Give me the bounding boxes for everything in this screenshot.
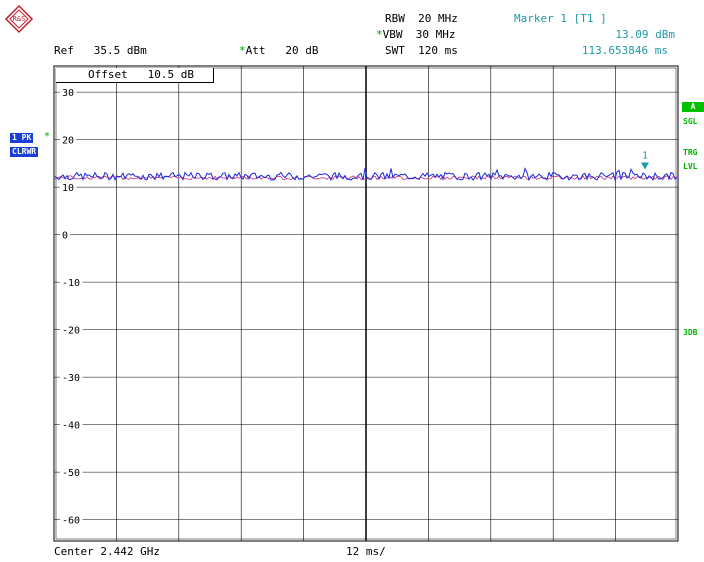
y-tick-label-bg [60, 467, 83, 478]
y-tick-label: -20 [62, 326, 80, 337]
offset-box [56, 68, 214, 83]
y-tick-label-bg [60, 229, 71, 240]
swt-value: 120 ms [418, 44, 458, 57]
y-tick-label-bg [60, 277, 83, 288]
marker-title: Marker 1 [T1 ] [514, 12, 607, 25]
logo-text: R&S [13, 15, 26, 23]
marker-number: 1 [642, 150, 648, 161]
y-tick-label: 10 [62, 183, 74, 194]
ref-label: Ref [54, 44, 74, 57]
trace-2 [54, 174, 678, 181]
trace-detector-tag[interactable]: 1 PK [10, 133, 34, 143]
swt-readout: SWT 120 ms [385, 44, 458, 57]
marker-level: 13.09 dBm [615, 28, 675, 41]
y-tick-label-bg [60, 87, 77, 98]
y-tick-label: 30 [62, 88, 74, 99]
rs-logo: R&S [4, 4, 34, 34]
vbw-readout: *VBW 30 MHz [376, 28, 456, 41]
ref-value: 35.5 dBm [93, 44, 147, 57]
y-tick-label-bg [60, 134, 77, 145]
trace-mode-tag[interactable]: CLRWR [10, 147, 39, 157]
offset-value: 10.5 dB [147, 68, 194, 81]
marker-time: 113.653846 ms [581, 44, 668, 57]
y-tick-label-bg [60, 324, 83, 335]
marker-1[interactable]: 1 [640, 150, 649, 170]
vbw-value: 30 MHz [415, 28, 456, 41]
att-star: * [239, 44, 246, 57]
status-3db: 3DB [683, 328, 698, 337]
y-tick-labels: 30 20 10 0 -10 -20 -30 -40 -50 -60 [60, 87, 83, 527]
rbw-label: RBW [385, 12, 405, 25]
trace-mode-label: CLRWR [12, 147, 37, 156]
y-tick-label: -40 [62, 421, 80, 432]
status-a-badge: A [682, 102, 704, 112]
status-a-label: A [690, 102, 696, 111]
trace-star: * [44, 131, 51, 142]
y-tick-label: -30 [62, 373, 80, 384]
y-tick-label-bg [60, 514, 83, 525]
offset-label: Offset [88, 68, 128, 81]
att-label: Att [245, 44, 266, 57]
y-tick-label: -60 [62, 516, 80, 527]
marker-triangle-icon [640, 162, 649, 170]
y-tick-label: 20 [62, 136, 74, 147]
trace-tag-label: 1 PK [12, 133, 32, 142]
vbw-star: * [376, 28, 383, 41]
y-tick-label-bg [60, 372, 83, 383]
status-sgl: SGL [683, 117, 698, 126]
center-frequency: Center 2.442 GHz [54, 545, 160, 558]
status-lvl: LVL [683, 162, 698, 171]
ref-readout: Ref 35.5 dBm [54, 44, 147, 57]
swt-label: SWT [385, 44, 405, 57]
rbw-readout: RBW 20 MHz [385, 12, 458, 25]
time-per-division: 12 ms/ [346, 545, 386, 558]
rbw-value: 20 MHz [418, 12, 458, 25]
offset-readout: Offset 10.5 dB [88, 68, 194, 81]
y-tick-label-bg [60, 419, 83, 430]
y-tick-label: -50 [62, 468, 80, 479]
y-tick-label: 0 [62, 231, 68, 242]
y-tick-label-bg [60, 182, 77, 193]
plot-grid [54, 66, 678, 541]
vbw-label: VBW [382, 28, 403, 41]
status-trg: TRG [683, 148, 698, 157]
rs-logo-icon: R&S [4, 4, 34, 34]
att-value: 20 dB [285, 44, 319, 57]
trace-1 [54, 167, 678, 182]
att-readout: *Att 20 dB [239, 44, 319, 57]
y-tick-label: -10 [62, 278, 80, 289]
